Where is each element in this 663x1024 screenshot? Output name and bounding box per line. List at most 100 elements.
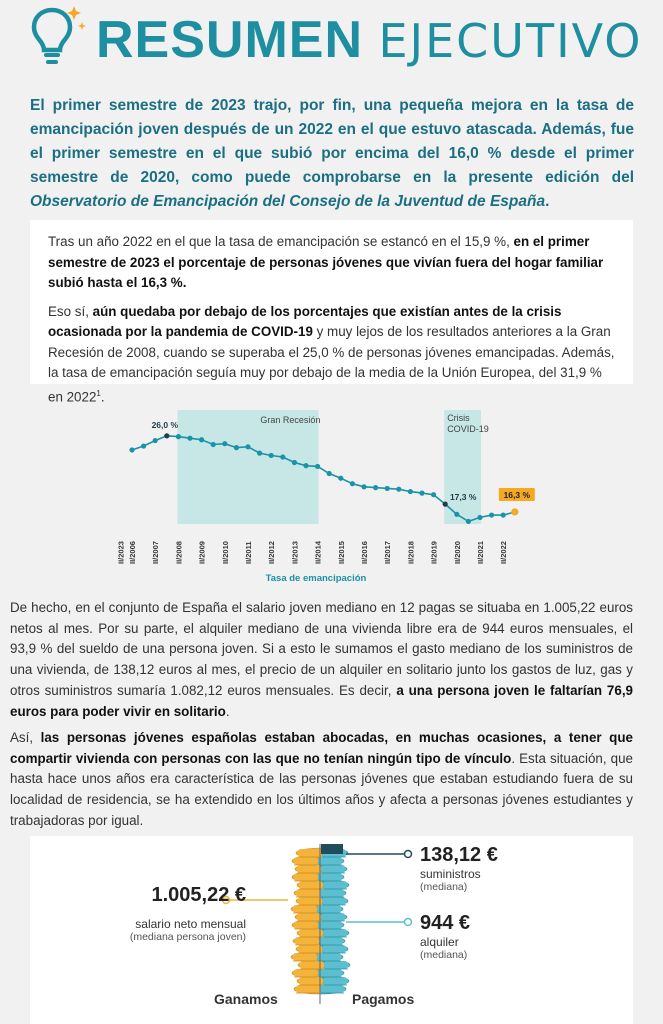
teal-coin-body xyxy=(322,897,346,905)
page-title: RESUMEN EJECUTIVO xyxy=(96,10,643,71)
supplies-connector-dot xyxy=(403,849,413,859)
earn-caption: Ganamos xyxy=(214,991,278,1007)
x-tick-label: II/2020 xyxy=(453,541,462,564)
x-tick-label: II/2022 xyxy=(499,541,508,564)
x-tick-label: II/2019 xyxy=(430,541,439,564)
intro-observatory-title: Observatorio de Emancipación del Consejo… xyxy=(30,193,546,210)
page-title-bold: RESUMEN xyxy=(96,11,364,69)
data-point xyxy=(396,486,402,492)
teal-coin-body xyxy=(323,881,347,889)
data-point xyxy=(454,511,460,517)
salary-highlight: a una persona joven le faltarían 76,9 eu… xyxy=(10,682,633,719)
shaded-region-label: Crisis xyxy=(447,413,470,423)
rent-block: 944 € alquiler (mediana) xyxy=(420,912,470,961)
sharing-paragraph: Así, las personas jóvenes españolas esta… xyxy=(10,728,633,832)
data-point xyxy=(187,435,193,441)
data-point xyxy=(349,481,355,487)
data-point xyxy=(384,485,390,492)
data-point xyxy=(210,441,216,448)
data-label: 17,3 % xyxy=(450,492,477,502)
teal-coin-body xyxy=(318,857,342,865)
intro-end: . xyxy=(545,193,550,210)
x-tick-label: II/2007 xyxy=(151,541,160,564)
data-point xyxy=(245,444,251,450)
gold-coin-body xyxy=(297,865,321,873)
intro-text: El primer semestre de 2023 trajo, por fi… xyxy=(30,97,634,186)
data-point xyxy=(199,437,205,443)
gold-coin-body xyxy=(293,905,317,913)
header: RESUMEN EJECUTIVO xyxy=(0,0,663,80)
salary-block: 1.005,22 € salario neto mensual (mediana… xyxy=(86,884,246,943)
shaded-region-label: COVID-19 xyxy=(447,424,489,434)
gold-coin-body xyxy=(296,985,320,993)
x-tick-label: II/2021 xyxy=(476,541,485,564)
data-point xyxy=(338,475,344,481)
teal-coin-body xyxy=(318,921,342,929)
gold-coin-body xyxy=(300,961,324,969)
sharing-text-c: . Esta situación, que hasta hace unos añ… xyxy=(10,750,633,828)
gold-coin-body xyxy=(299,929,323,937)
salary-paragraph: De hecho, en el conjunto de España el sa… xyxy=(10,598,633,722)
summary-p2-text-a: Eso sí, xyxy=(48,303,93,319)
gold-coin-body xyxy=(294,969,318,977)
data-point xyxy=(442,501,448,507)
data-point xyxy=(419,490,425,496)
teal-coin-body xyxy=(322,945,346,953)
data-point xyxy=(233,445,239,451)
data-point xyxy=(129,447,135,453)
sharing-text-a: Así, xyxy=(10,730,41,745)
data-point xyxy=(361,484,367,490)
x-tick-label: II/2023 xyxy=(116,541,125,564)
budget-infographic: 1.005,22 € salario neto mensual (mediana… xyxy=(30,836,633,1024)
shaded-region-label: Gran Recesión xyxy=(260,415,320,425)
x-tick-label: II/2010 xyxy=(221,541,230,564)
gold-coin-body xyxy=(294,857,318,865)
data-point xyxy=(489,512,495,518)
x-tick-label: II/2017 xyxy=(383,541,392,564)
footnote-ref: 1 xyxy=(96,388,101,398)
sharing-highlight: las personas jóvenes españolas estaban a… xyxy=(10,730,633,766)
data-point xyxy=(500,512,506,518)
summary-p1-highlight: en el primer semestre de 2023 el porcent… xyxy=(48,234,604,290)
data-point xyxy=(268,452,274,459)
gold-coin-body xyxy=(298,849,322,857)
teal-coin-body xyxy=(320,889,344,897)
summary-p2-end: . xyxy=(100,388,105,404)
salary-text-a: De hecho, en el conjunto de España el sa… xyxy=(10,600,633,698)
rent-sublabel: (mediana) xyxy=(420,949,468,961)
x-tick-label: II/2016 xyxy=(360,541,369,564)
gold-coin-body xyxy=(297,913,321,921)
gold-coin-body xyxy=(298,945,322,953)
highlight-label-box xyxy=(498,487,535,501)
x-tick-label: II/2012 xyxy=(267,541,276,564)
data-point xyxy=(222,441,228,447)
x-tick-label: II/2013 xyxy=(290,541,299,564)
rent-label: alquiler xyxy=(420,935,459,949)
x-tick-label: II/2009 xyxy=(198,541,207,564)
teal-coin-body xyxy=(323,977,347,985)
summary-paragraph-2: Eso sí, aún quedaba por debajo de los po… xyxy=(48,302,617,408)
supplies-amount: 138,12 € xyxy=(420,844,498,866)
shaded-region xyxy=(444,410,481,524)
supplies-segment xyxy=(321,844,343,854)
series-line xyxy=(131,434,516,523)
salary-end: . xyxy=(225,703,230,719)
x-tick-label: II/2011 xyxy=(244,541,253,564)
data-point xyxy=(326,470,332,477)
summary-p2-text-c: y muy lejos de los resultados anteriores… xyxy=(48,324,615,404)
supplies-label: suministros xyxy=(420,867,481,881)
data-point xyxy=(257,450,263,456)
x-tick-label: II/2014 xyxy=(314,540,323,564)
x-tick-label: II/2018 xyxy=(406,541,415,564)
salary-sublabel: (mediana persona joven) xyxy=(129,931,246,943)
gold-coin-body xyxy=(298,897,322,905)
intro-paragraph: El primer semestre de 2023 trajo, por fi… xyxy=(30,94,634,214)
teal-coin-body xyxy=(320,985,344,993)
data-point xyxy=(477,514,483,521)
teal-coin-body xyxy=(321,865,345,873)
data-point xyxy=(303,463,309,469)
teal-coin-body xyxy=(321,913,345,921)
data-label: 26,0 % xyxy=(152,420,179,430)
data-point xyxy=(315,463,321,470)
data-point xyxy=(511,508,519,516)
